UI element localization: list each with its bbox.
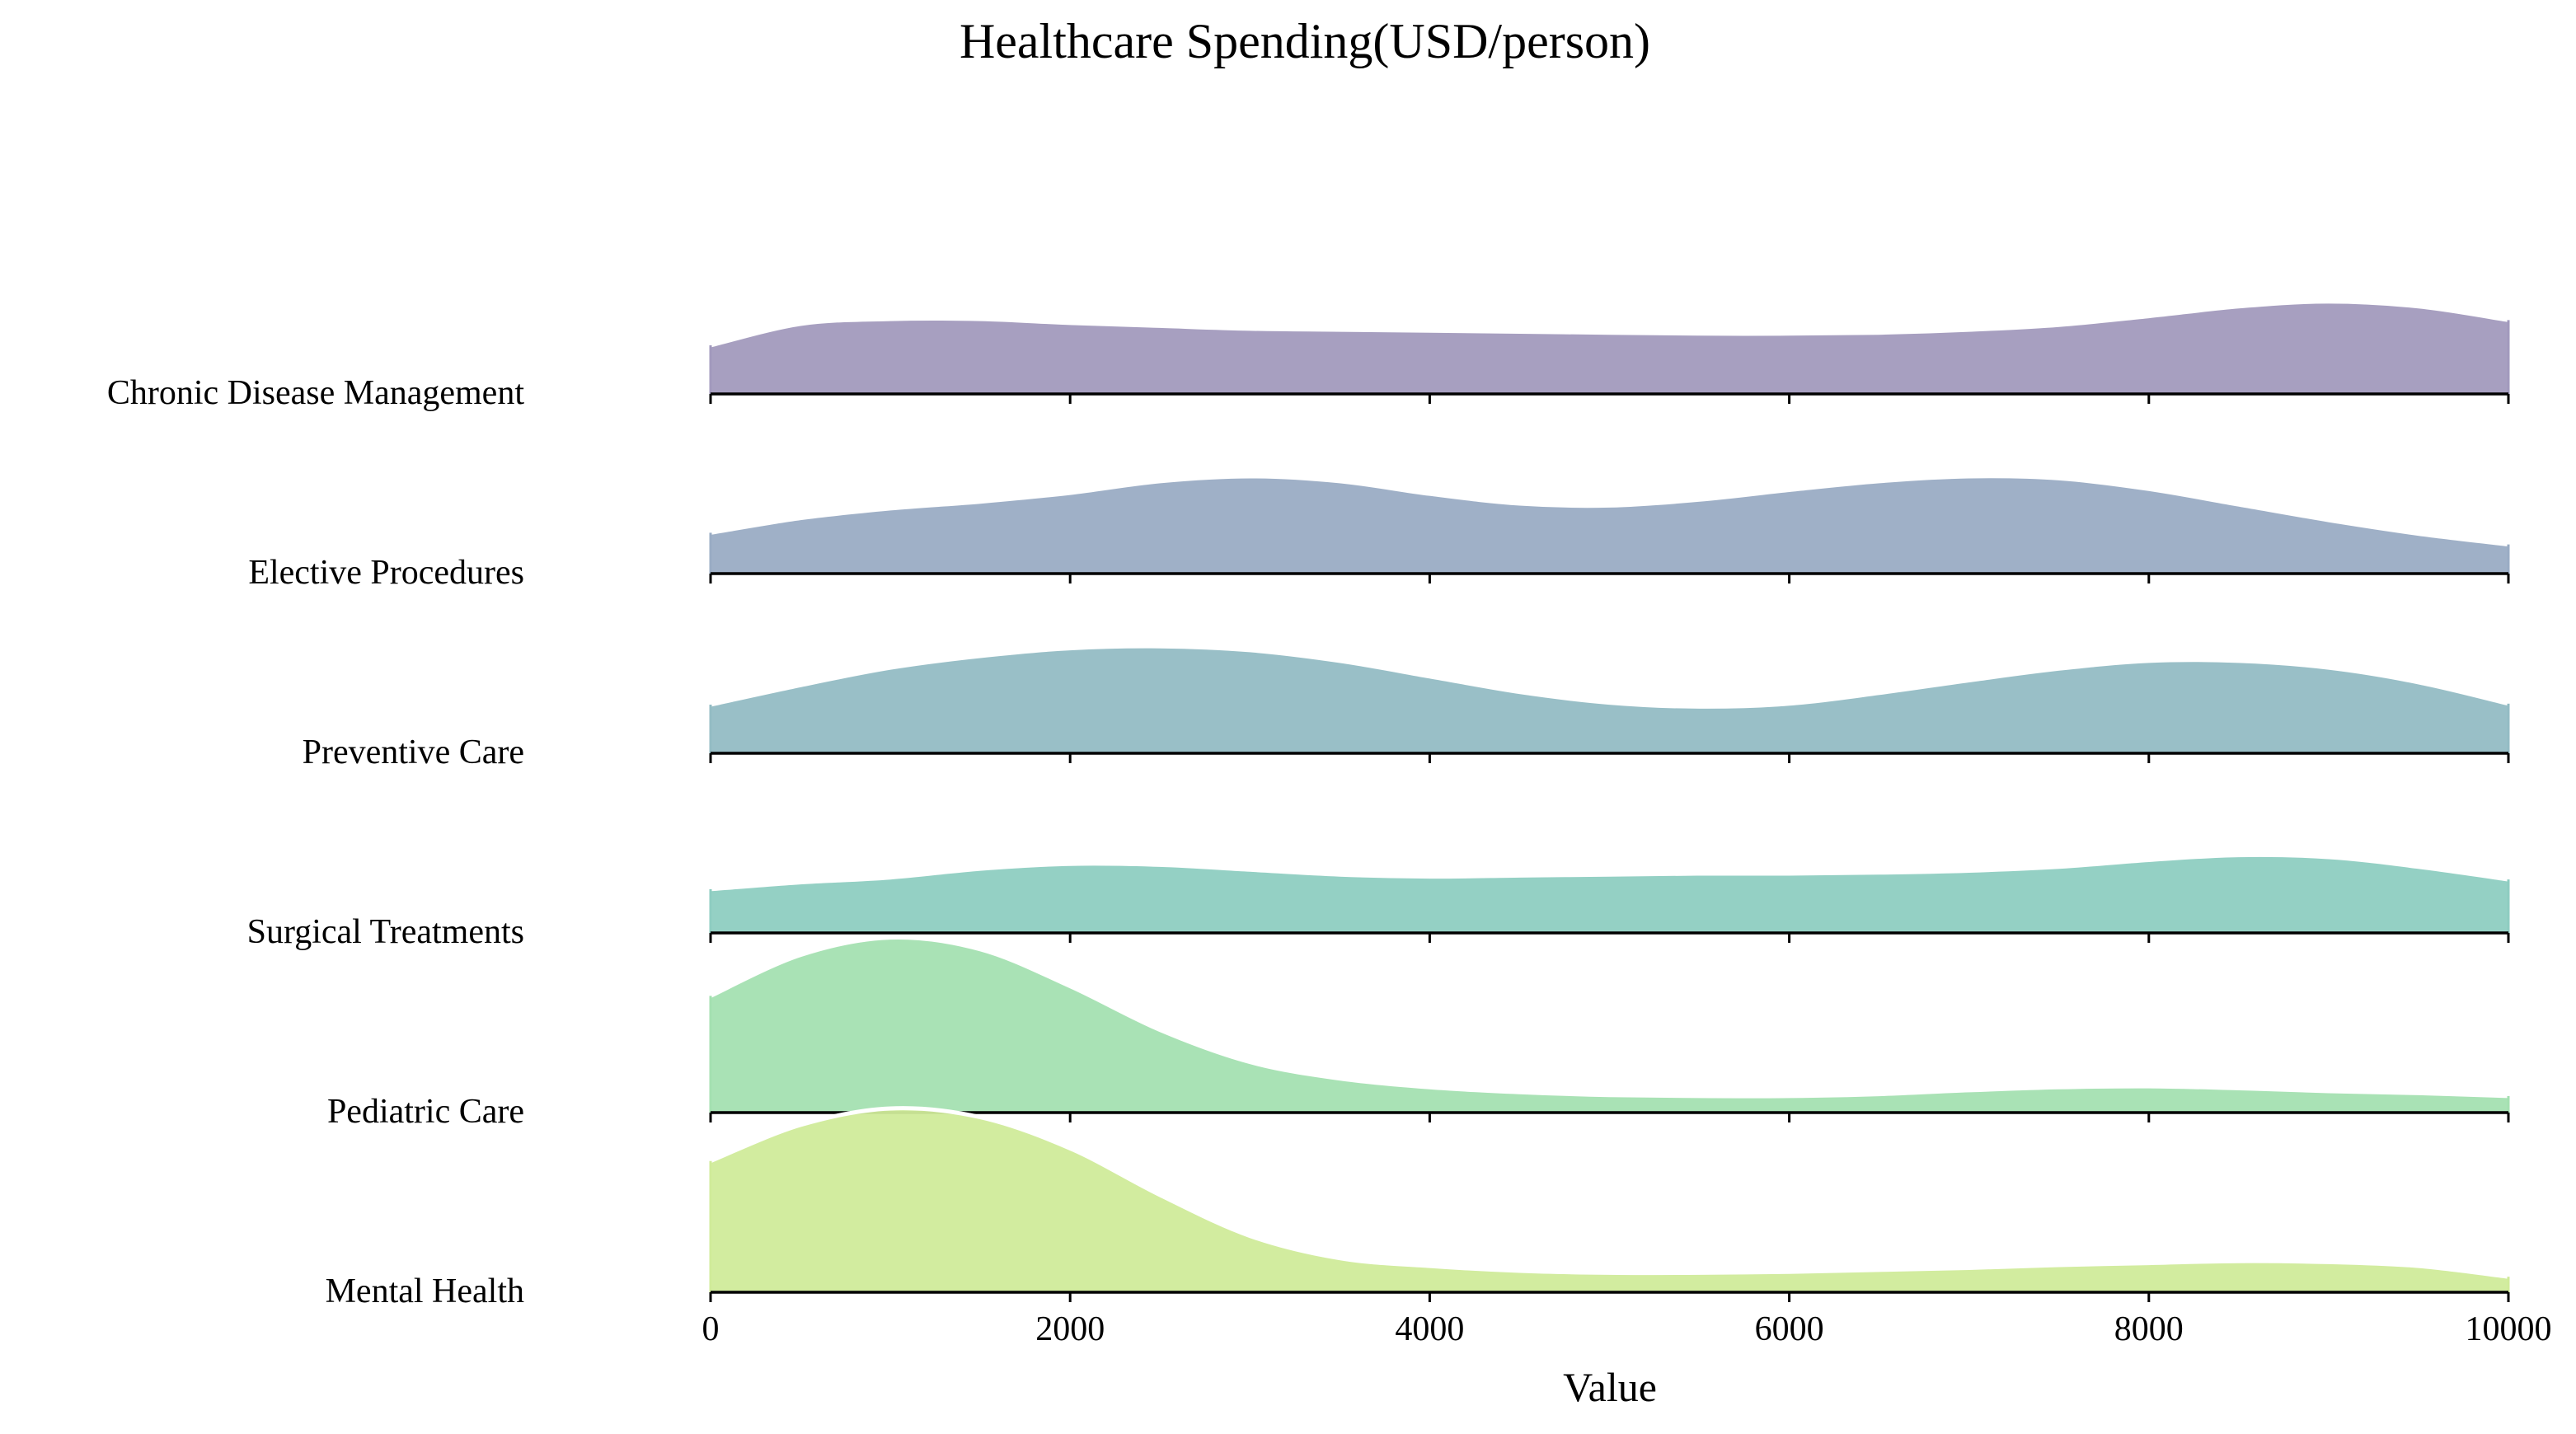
x-tick-label: 4000	[1395, 1310, 1464, 1348]
ridge-chronic-disease-management: Chronic Disease Management	[107, 299, 2510, 412]
x-tick-label: 2000	[1035, 1310, 1105, 1348]
row-label-preventive-care: Preventive Care	[303, 733, 524, 771]
x-tick-label: 8000	[2114, 1310, 2184, 1348]
ridge-outline-preventive-care	[710, 644, 2509, 709]
row-label-pediatric-care: Pediatric Care	[327, 1093, 524, 1131]
ridge-layers: Chronic Disease Management Elective Proce…	[107, 299, 2510, 1310]
row-label-chronic-disease-management: Chronic Disease Management	[107, 374, 525, 412]
ridge-elective-procedures: Elective Procedures	[248, 474, 2510, 592]
ridge-area-chronic-disease-management	[711, 301, 2508, 394]
ridge-pediatric-care: Pediatric Care	[327, 935, 2510, 1131]
ridge-area-pediatric-care	[711, 937, 2508, 1113]
ridge-outline-elective-procedures	[710, 474, 2509, 547]
x-axis: 0 2000 4000 6000 8000 10000	[702, 1310, 2552, 1348]
ridge-area-preventive-care	[711, 646, 2508, 753]
row-label-surgical-treatments: Surgical Treatments	[247, 913, 524, 951]
x-tick-label: 10000	[2466, 1310, 2552, 1348]
ridge-mental-health: Mental Health	[326, 1106, 2510, 1310]
ridge-outline-pediatric-care	[709, 935, 2509, 1099]
x-axis-title: Value	[1563, 1364, 1657, 1410]
x-tick-label: 0	[702, 1310, 720, 1348]
ridge-outline-chronic-disease-management	[710, 299, 2509, 348]
chart-title: Healthcare Spending(USD/person)	[960, 14, 1650, 68]
ridge-area-surgical-treatments	[711, 855, 2508, 933]
row-label-mental-health: Mental Health	[326, 1272, 524, 1310]
ridge-outline-surgical-treatments	[710, 852, 2509, 892]
ridge-area-mental-health	[711, 1108, 2508, 1292]
x-tick-label: 6000	[1755, 1310, 1824, 1348]
ridge-preventive-care: Preventive Care	[303, 644, 2510, 771]
ridge-area-elective-procedures	[711, 476, 2508, 574]
row-label-elective-procedures: Elective Procedures	[248, 554, 524, 592]
ridge-outline-mental-health	[710, 1106, 2509, 1279]
ridge-surgical-treatments: Surgical Treatments	[247, 852, 2510, 951]
